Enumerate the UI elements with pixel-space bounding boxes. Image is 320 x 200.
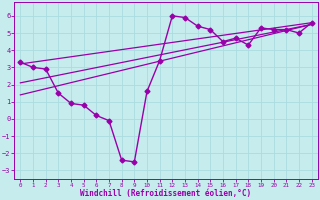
X-axis label: Windchill (Refroidissement éolien,°C): Windchill (Refroidissement éolien,°C) (80, 189, 252, 198)
